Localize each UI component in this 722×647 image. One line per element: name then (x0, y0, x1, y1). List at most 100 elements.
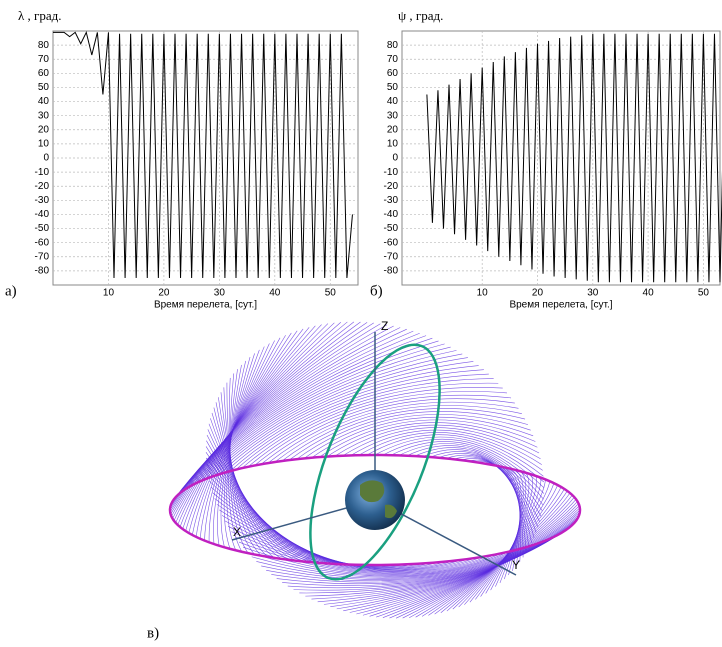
mesh-line (485, 475, 537, 594)
mesh-line (224, 369, 484, 473)
mesh-line (398, 443, 544, 500)
mesh-line (299, 536, 555, 594)
mesh-line (356, 518, 578, 615)
y-tick-label: 30 (38, 110, 50, 121)
mesh-line (213, 407, 305, 562)
mesh-line (188, 330, 298, 534)
y-axis-label: ψ , град. (398, 8, 443, 23)
mesh-line (224, 520, 461, 572)
mesh-line (223, 387, 276, 559)
mesh-line (226, 382, 269, 558)
mesh-line (428, 494, 573, 616)
y-tick-label: -80 (384, 266, 399, 277)
y-tick-label: 80 (38, 40, 50, 51)
y-tick-label: -30 (384, 195, 399, 206)
mesh-line (267, 398, 515, 464)
mesh-line (288, 408, 526, 461)
mesh-line (220, 353, 255, 548)
y-tick-label: 20 (38, 124, 50, 135)
y-tick-label: 20 (387, 124, 399, 135)
x-tick-label: 50 (698, 288, 710, 299)
mesh-line (208, 343, 270, 543)
x-tick-label: 50 (325, 288, 337, 299)
mesh-line (390, 441, 545, 494)
mesh-line (464, 483, 555, 605)
y-tick-label: 70 (387, 54, 399, 65)
mesh-line (434, 492, 571, 615)
mesh-line (195, 346, 451, 484)
mesh-line (208, 357, 468, 478)
mesh-line (254, 391, 507, 466)
mesh-line (305, 534, 558, 597)
x-tick-label: 30 (214, 288, 226, 299)
mesh-line (223, 356, 251, 549)
y-tick-label: 10 (387, 139, 399, 150)
mesh-line (177, 330, 414, 496)
y-tick-label: -50 (35, 223, 50, 234)
mesh-line (490, 474, 533, 591)
y-tick-label: -80 (35, 266, 50, 277)
y-tick-label: -60 (384, 237, 399, 248)
mesh-line (182, 335, 427, 492)
mesh-line (409, 501, 578, 619)
y-tick-label: 80 (387, 40, 399, 51)
mesh-line (211, 412, 312, 563)
mesh-line (179, 332, 420, 494)
mesh-line (358, 432, 543, 471)
mesh-line (175, 328, 407, 498)
mesh-line (415, 499, 577, 618)
x-tick-label: 40 (643, 288, 655, 299)
mesh-line (350, 429, 542, 465)
mesh-line (366, 434, 544, 477)
mesh-line (274, 401, 519, 463)
mesh-line (389, 507, 581, 619)
mesh-line (241, 382, 499, 469)
y-tick-label: 50 (38, 82, 50, 93)
y-tick-label: -10 (384, 167, 399, 178)
mesh-line (213, 361, 474, 477)
y-tick-label: -40 (384, 209, 399, 220)
mesh-line (228, 377, 262, 556)
mesh-line (218, 397, 290, 561)
mesh-line (199, 337, 281, 539)
mesh-line (452, 486, 562, 610)
mesh-line (206, 440, 351, 565)
mesh-line (395, 505, 580, 619)
x-tick-label: 40 (269, 288, 281, 299)
y-tick-label: -70 (384, 251, 399, 262)
mesh-line (342, 427, 541, 460)
mesh-line (227, 526, 469, 573)
y-tick-label: 10 (38, 139, 50, 150)
mesh-line (204, 353, 463, 480)
y-tick-label: 0 (43, 153, 49, 164)
mesh-line (192, 343, 445, 486)
y-tick-label: -20 (384, 181, 399, 192)
mesh-line (266, 547, 526, 582)
mesh-line (229, 369, 249, 554)
mesh-line (217, 349, 260, 546)
panel-label: в) (147, 625, 159, 641)
mesh-line (199, 350, 457, 482)
mesh-line (215, 402, 297, 562)
x-tick-label: 30 (587, 288, 599, 299)
plot-frame (401, 30, 721, 286)
mesh-line (499, 470, 527, 584)
final-orbit (309, 343, 441, 581)
y-tick-label: -40 (35, 209, 50, 220)
mesh-line (293, 538, 550, 591)
y-tick-label: -50 (384, 223, 399, 234)
x-tick-label: 20 (532, 288, 544, 299)
mesh-line (440, 490, 568, 613)
mesh-line (247, 387, 503, 468)
mesh-line (311, 416, 534, 458)
axis-label-y: Y (512, 558, 520, 572)
y-tick-label: 40 (38, 96, 50, 107)
mesh-line (374, 436, 545, 483)
mesh-line (402, 503, 579, 619)
mesh-line (334, 424, 540, 457)
mesh-line (171, 321, 348, 517)
mesh-line (229, 373, 489, 472)
y-axis-label: λ , град. (18, 8, 62, 23)
